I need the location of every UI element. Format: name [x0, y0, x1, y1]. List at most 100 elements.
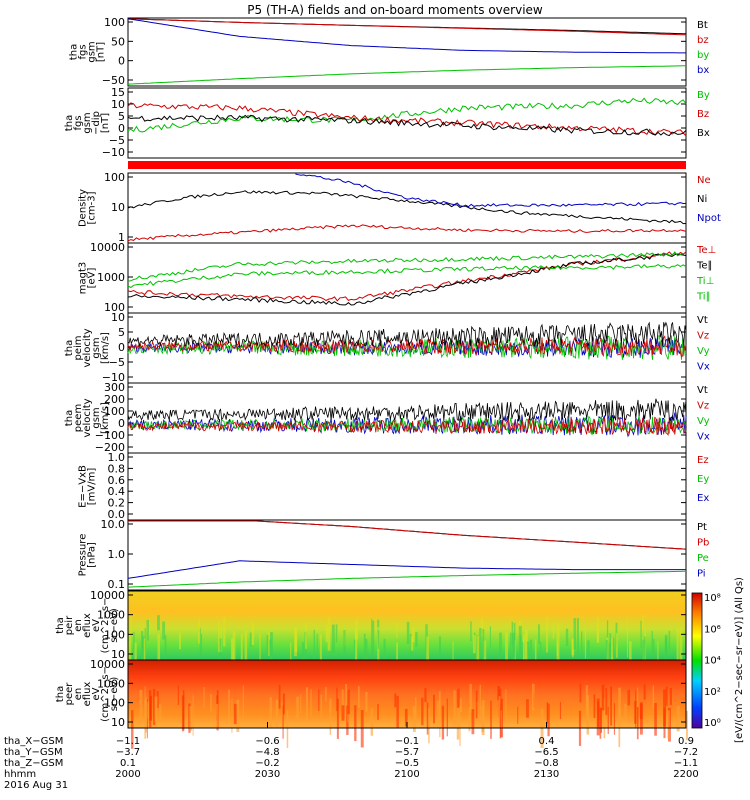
spectrogram-texture [479, 628, 482, 656]
legend-entry: Ti⊥ [696, 276, 714, 287]
legend-entry: Vx [697, 432, 710, 443]
spectrogram-texture [313, 629, 316, 669]
spectrogram-texture [158, 704, 162, 721]
spectrogram-texture [471, 709, 475, 735]
y-tick-label: −5 [109, 134, 125, 147]
legend-entry: Vz [697, 401, 709, 412]
y-axis-label: Density[cm-3] [78, 189, 98, 227]
panel-pressure: 10.0 1.0 0.1 Pressure[nPa] Pt Pb Pe Pi [78, 518, 710, 591]
y-tick-label: 50 [111, 35, 125, 48]
spectrogram-texture [410, 636, 414, 651]
legend-entry: Ex [697, 493, 709, 504]
series-temp-Te⊥ [127, 251, 687, 302]
spectrogram-texture [540, 709, 544, 748]
spectrogram-texture [396, 695, 399, 729]
x-tick-label: −0.5 [395, 758, 419, 769]
spectrogram-texture [216, 703, 219, 730]
spectrogram-texture [233, 703, 237, 725]
spectrogram-texture [236, 699, 240, 733]
spectrogram-texture [270, 632, 273, 662]
y-axis-label: E=−VxB[mV/m] [78, 465, 98, 508]
spectrogram-texture [363, 633, 366, 660]
spectrogram-texture [146, 698, 148, 739]
spectrogram-texture [618, 706, 621, 748]
spectrogram-texture [618, 687, 621, 721]
spectrogram-texture [441, 705, 445, 740]
y-axis-label: thafgsgsm−dip[nT] [64, 111, 111, 135]
spectrogram-texture [559, 701, 562, 720]
y-tick-label: 0.2 [108, 497, 126, 510]
x-tick-label: 0.1 [120, 758, 136, 769]
spectrogram-texture [556, 641, 559, 657]
spectrogram-texture [581, 631, 583, 655]
spectrogram-texture [198, 619, 201, 644]
spectrogram-texture [439, 636, 441, 656]
series-temp-Ti∥ [127, 263, 687, 289]
y-tick-label: −50 [102, 74, 125, 87]
spectrogram-texture [331, 624, 335, 653]
spectrogram-texture [651, 630, 653, 652]
spectrogram-texture [572, 638, 574, 658]
spectrogram-texture [643, 684, 646, 700]
y-tick-label: 100 [104, 171, 125, 184]
spectrogram-texture [300, 694, 302, 714]
spectrogram-texture [275, 699, 279, 727]
y-tick-label: 0.4 [108, 485, 126, 498]
spectrogram-texture [230, 638, 234, 668]
x-tick-label: 2100 [394, 769, 419, 780]
x-axis-row-label: tha_Z−GSM [4, 758, 63, 769]
spectrogram-texture [192, 695, 194, 736]
spectrogram-texture [586, 695, 590, 735]
spectrogram-texture [518, 625, 522, 661]
panel-frame [127, 452, 687, 521]
spectrogram-texture [200, 634, 203, 673]
spectrogram-texture [394, 693, 397, 708]
y-axis-label: magt3[eV] [78, 262, 98, 295]
y-tick-label: 5 [118, 326, 125, 339]
spectrogram-texture [654, 703, 657, 736]
spectrogram-texture [526, 699, 529, 718]
spectrogram-texture [353, 639, 356, 671]
series-pressure-Pt [128, 520, 687, 550]
spectrogram-texture [278, 684, 281, 709]
spectrogram-texture [664, 634, 668, 654]
spectrogram-texture [259, 633, 261, 669]
spectrogram-texture [505, 632, 508, 674]
spectrogram-texture [144, 700, 146, 739]
spectrogram-texture [329, 701, 332, 735]
spectrogram-texture [426, 702, 429, 735]
y-axis-label: thapeemvelocitygsm[km/s] [64, 398, 111, 437]
colorbar-tick-label: 10⁸ [704, 593, 721, 604]
panel-peir: 10000 1000 100 10thapeirenefluxeV(cm^2−s−sr… [55, 589, 687, 683]
spectrogram-texture [663, 689, 667, 727]
spectrogram-texture [286, 710, 289, 749]
spectrogram-texture [218, 620, 220, 653]
legend-entry: Ez [697, 455, 709, 466]
spectrogram-texture [599, 707, 602, 739]
x-tick-label: 2000 [115, 769, 140, 780]
y-axis-label: thapeirenefluxeV(cm^2−s−sr−eV) [55, 598, 120, 654]
legend-entry: Vy [697, 416, 710, 427]
spectrogram-texture [152, 688, 156, 726]
panel-fgs_mag: 100 50 0 −50 thafgsgsm[nT] Bt bz by bx [69, 16, 710, 87]
spectrogram-texture [685, 710, 688, 741]
spectrogram-texture [343, 630, 346, 655]
spectrogram-texture [296, 696, 299, 718]
spectrogram-texture [157, 634, 161, 667]
y-axis-label: Pressure[nPa] [78, 534, 98, 577]
spectrogram-texture [446, 698, 448, 737]
spectrogram-texture [428, 707, 430, 744]
series-fgs_dip-By [127, 97, 687, 133]
spectrogram-texture [627, 689, 631, 706]
spectrogram-texture [457, 688, 460, 708]
y-tick-label: 0 [118, 417, 125, 430]
spectrogram-texture [371, 618, 373, 658]
y-tick-label: 1.0 [108, 451, 126, 464]
spectrogram-texture [383, 638, 386, 668]
spectrogram-texture [513, 623, 516, 661]
legend-entry: Npot [697, 213, 721, 224]
panel-peer: 10000 1000 100 10thapeerenefluxeV(cm^2−s−sr… [55, 658, 688, 749]
y-tick-label: 0.8 [108, 462, 126, 475]
spectrogram-texture [242, 685, 244, 724]
